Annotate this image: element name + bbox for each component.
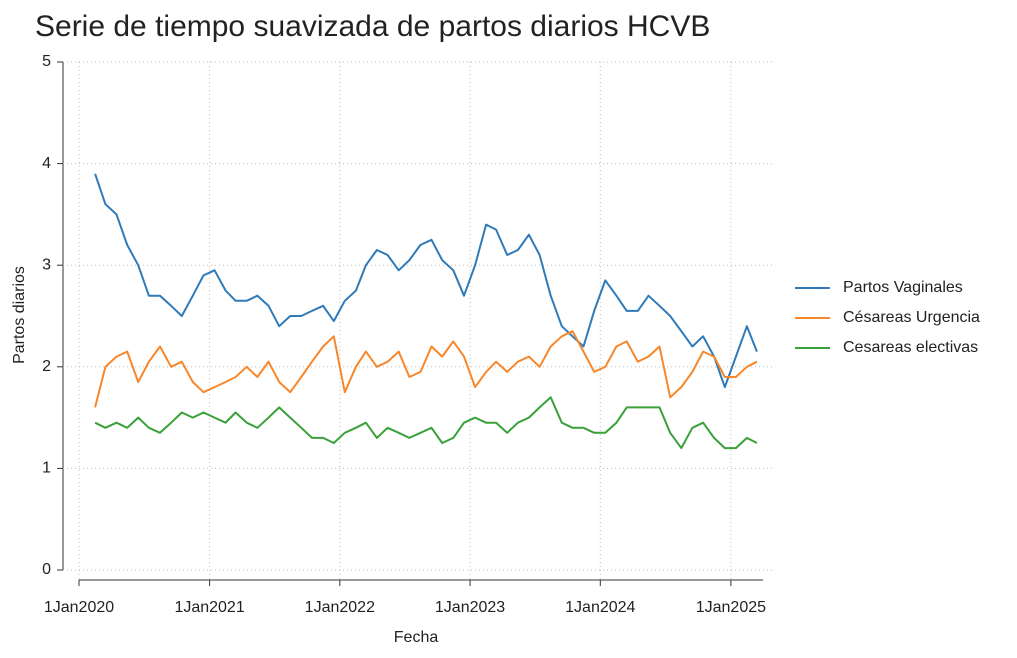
x-tick-label: 1Jan2025 bbox=[696, 599, 766, 616]
x-tick-label: 1Jan2024 bbox=[565, 599, 635, 616]
x-tick-label: 1Jan2023 bbox=[435, 599, 505, 616]
y-tick-label: 3 bbox=[42, 256, 51, 273]
series-line bbox=[94, 173, 758, 389]
x-tick-label: 1Jan2022 bbox=[305, 599, 375, 616]
x-axis-label: Fecha bbox=[394, 629, 439, 646]
y-tick-label: 1 bbox=[42, 460, 51, 477]
legend-label: Cesareas electivas bbox=[843, 339, 978, 356]
x-tick-label: 1Jan2020 bbox=[44, 599, 114, 616]
y-tick-label: 0 bbox=[42, 561, 51, 578]
y-tick-label: 5 bbox=[42, 53, 51, 70]
legend-label: Partos Vaginales bbox=[843, 279, 963, 296]
series-line bbox=[94, 330, 758, 408]
y-tick-label: 4 bbox=[42, 155, 51, 172]
series-line bbox=[94, 396, 758, 450]
y-axis-label: Partos diarios bbox=[11, 266, 28, 364]
chart-title: Serie de tiempo suavizada de partos diar… bbox=[35, 10, 710, 43]
legend-label: Césareas Urgencia bbox=[843, 309, 980, 326]
x-tick-label: 1Jan2021 bbox=[174, 599, 244, 616]
y-tick-label: 2 bbox=[42, 358, 51, 375]
